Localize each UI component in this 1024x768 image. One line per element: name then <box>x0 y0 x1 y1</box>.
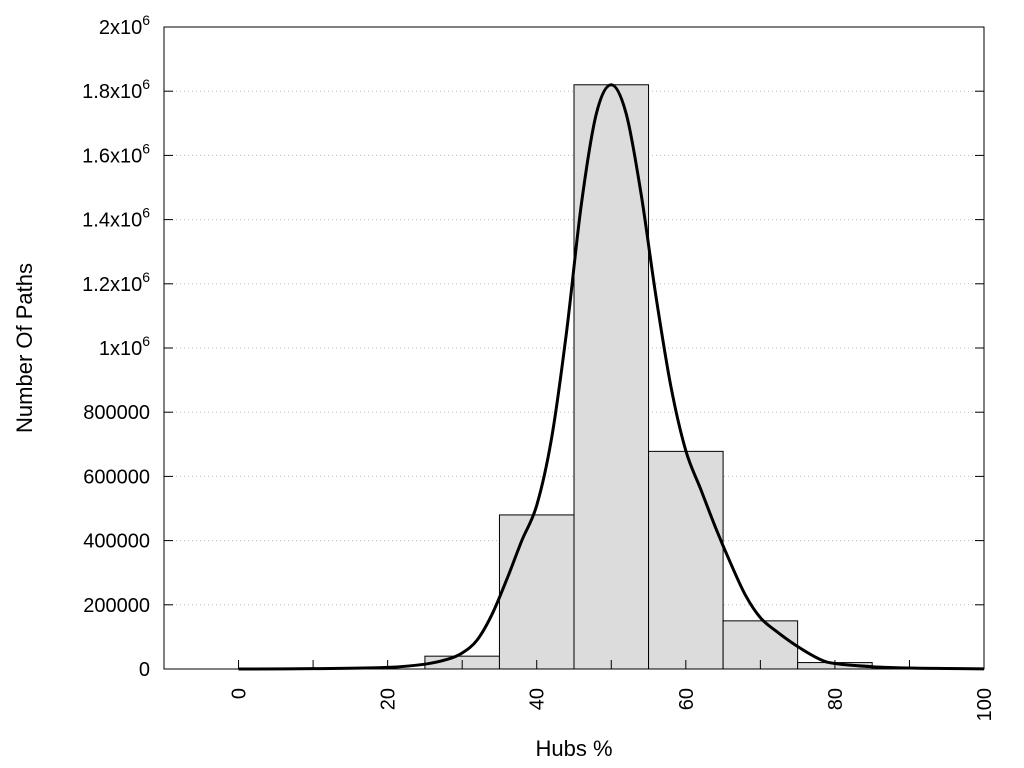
histogram-bars <box>424 84 873 670</box>
x-tick-labels: 0 20 40 60 80 100 <box>229 688 996 721</box>
y-tick-label-1: 200000 <box>83 595 150 617</box>
x-tick-label-1: 20 <box>378 688 400 710</box>
x-axis-title: Hubs % <box>535 736 612 761</box>
y-tick-label-0: 0 <box>139 659 150 681</box>
x-tick-label-5: 100 <box>974 688 996 721</box>
x-tick-label-2: 40 <box>527 688 549 710</box>
fit-curve-layer <box>238 83 985 671</box>
y-tick-labels: 0 200000 400000 600000 800000 1x106 1.2x106 1.4… <box>82 12 150 681</box>
y-tick-label-3: 600000 <box>83 466 150 488</box>
y-tick-label-2: 400000 <box>83 531 150 553</box>
x-tick-label-0: 0 <box>229 688 251 699</box>
axis-ticks <box>164 26 985 670</box>
y-tick-label-5: 1x106 <box>99 333 150 360</box>
y-tick-label-4: 800000 <box>83 402 150 424</box>
y-tick-label-8: 1.6x106 <box>82 140 150 167</box>
y-axis-title: Number Of Paths <box>12 263 37 433</box>
y-tick-label-7: 1.4x106 <box>82 205 150 232</box>
fit-curve <box>238 83 985 671</box>
y-tick-label-9: 1.8x106 <box>82 76 150 103</box>
bar-1 <box>498 514 575 670</box>
x-tick-label-3: 60 <box>676 688 698 710</box>
y-tick-label-10: 2x106 <box>99 12 150 39</box>
x-tick-label-4: 80 <box>825 688 847 710</box>
grid-lines <box>164 90 984 606</box>
y-tick-label-6: 1.2x106 <box>82 269 150 296</box>
bar-3 <box>648 450 724 670</box>
